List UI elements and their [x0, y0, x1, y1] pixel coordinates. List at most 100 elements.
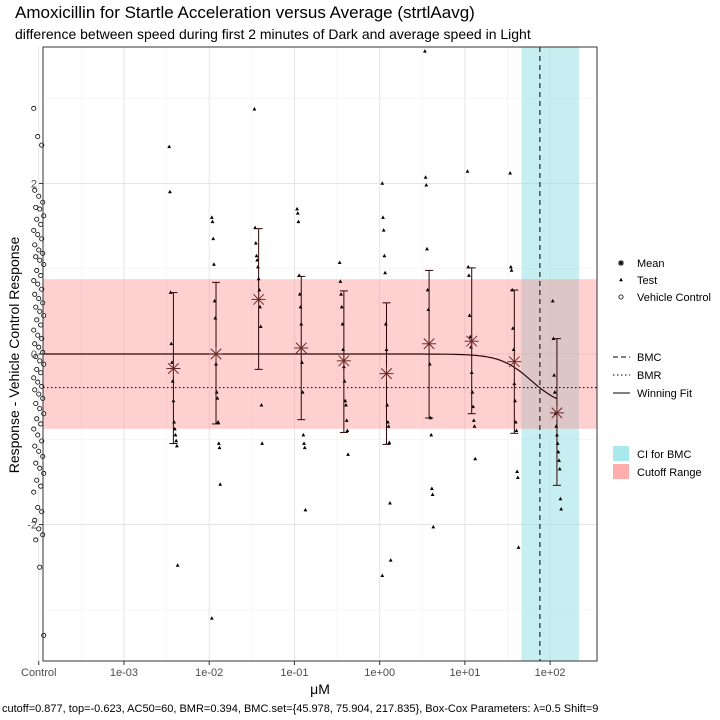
test-point — [218, 482, 223, 486]
legend-key-fill — [613, 446, 629, 461]
test-point — [557, 466, 562, 471]
test-point — [346, 452, 350, 456]
legend-key-mean — [618, 260, 624, 266]
test-point — [430, 492, 435, 497]
legend-key-fill — [613, 464, 629, 479]
test-point — [253, 240, 258, 245]
test-point — [303, 507, 308, 512]
vehicle-control-point — [33, 354, 39, 360]
vehicle-control-point — [31, 105, 37, 111]
vehicle-control-point — [37, 257, 43, 263]
x-tick-label: 1e+02 — [535, 667, 566, 679]
x-tick-label: Control — [21, 667, 56, 679]
mean-group — [336, 290, 351, 433]
test-point — [388, 558, 393, 562]
vehicle-control-point — [35, 281, 41, 287]
test-point — [425, 246, 429, 251]
x-tick-label: 1e+00 — [364, 667, 395, 679]
legend-label: BMC — [637, 352, 662, 364]
test-point — [167, 144, 172, 149]
vehicle-control-point — [41, 261, 47, 267]
test-point — [216, 441, 221, 445]
mean-marker — [422, 336, 437, 351]
legend-label: Test — [637, 275, 657, 287]
legend-label: Vehicle Control — [637, 292, 711, 304]
mean-group — [166, 292, 181, 445]
plot-panel: Control 1e-03 1e-02 1e-01 1e+00 1e+01 1e+02 -2 0… — [21, 46, 598, 679]
x-tick-label: 1e+01 — [449, 667, 480, 679]
test-point — [509, 268, 514, 272]
test-point — [559, 507, 564, 511]
test-point — [254, 253, 259, 258]
test-point — [422, 49, 427, 53]
test-point — [210, 219, 215, 224]
mean-group — [379, 302, 394, 445]
test-point — [558, 496, 563, 501]
mean-marker — [549, 405, 564, 420]
chart-title: Amoxicillin for Startle Acceleration ver… — [15, 3, 475, 22]
y-axis-title: Response - Vehicle Control Response — [6, 236, 22, 473]
test-point — [337, 260, 342, 265]
vehicle-control-point — [35, 432, 41, 438]
vehicle-control-point — [31, 375, 37, 381]
vehicle-control-point — [37, 206, 43, 212]
x-axis-title: μM — [310, 681, 330, 697]
vehicle-control-point — [38, 421, 44, 427]
vehicle-control-point — [35, 332, 41, 338]
vehicle-control-point — [32, 341, 38, 347]
test-point — [471, 418, 476, 422]
vehicle-control-point — [35, 232, 41, 238]
test-point — [514, 428, 519, 433]
test-point — [423, 175, 428, 179]
vehicle-control-point — [41, 313, 47, 319]
test-point — [212, 262, 216, 266]
vehicle-control-point — [36, 344, 42, 350]
vehicle-control-point — [37, 465, 43, 471]
test-point — [515, 469, 520, 473]
vehicle-control-point — [31, 278, 37, 284]
vehicle-control-point — [36, 247, 42, 253]
test-point — [380, 181, 385, 185]
test-point — [508, 264, 513, 269]
vehicle-control-point — [41, 470, 47, 476]
test-point — [388, 501, 392, 505]
test-point — [217, 445, 222, 450]
vehicle-control-point — [32, 387, 38, 393]
vehicle-control-point — [38, 370, 44, 376]
x-tick-label: 1e-02 — [195, 667, 223, 679]
vehicle-control-point — [36, 448, 42, 454]
mean-marker — [209, 347, 224, 361]
mean-group — [549, 338, 564, 486]
test-point — [429, 486, 434, 491]
vehicle-control-point — [31, 227, 37, 233]
test-point — [381, 215, 385, 219]
test-point — [465, 169, 470, 173]
test-point — [173, 432, 178, 437]
vehicle-control-point — [34, 366, 40, 372]
test-point — [216, 420, 221, 424]
test-point — [209, 215, 214, 219]
vehicle-control-point — [37, 358, 43, 364]
test-point — [550, 298, 555, 303]
test-point — [473, 456, 478, 461]
vehicle-control-point — [41, 361, 47, 367]
vehicle-control-point — [33, 254, 39, 260]
vehicle-control-point — [35, 379, 41, 385]
vehicle-control-point — [32, 443, 38, 449]
vehicle-control-point — [32, 517, 38, 523]
y-tick-label: 2 — [31, 178, 37, 190]
vehicle-control-point — [31, 327, 37, 333]
vehicle-control-point — [31, 489, 37, 495]
test-point — [516, 545, 521, 549]
test-point — [429, 432, 434, 437]
legend: Mean Test Vehicle Control BMC BMR Winning Fi… — [613, 258, 711, 479]
test-point — [301, 432, 306, 437]
mean-marker — [464, 334, 479, 349]
test-point — [552, 373, 557, 377]
test-point — [295, 206, 299, 211]
legend-label: CI for BMC — [637, 449, 691, 461]
x-tick-label: 1e-01 — [280, 667, 308, 679]
test-point — [168, 189, 172, 194]
test-point — [467, 273, 471, 277]
